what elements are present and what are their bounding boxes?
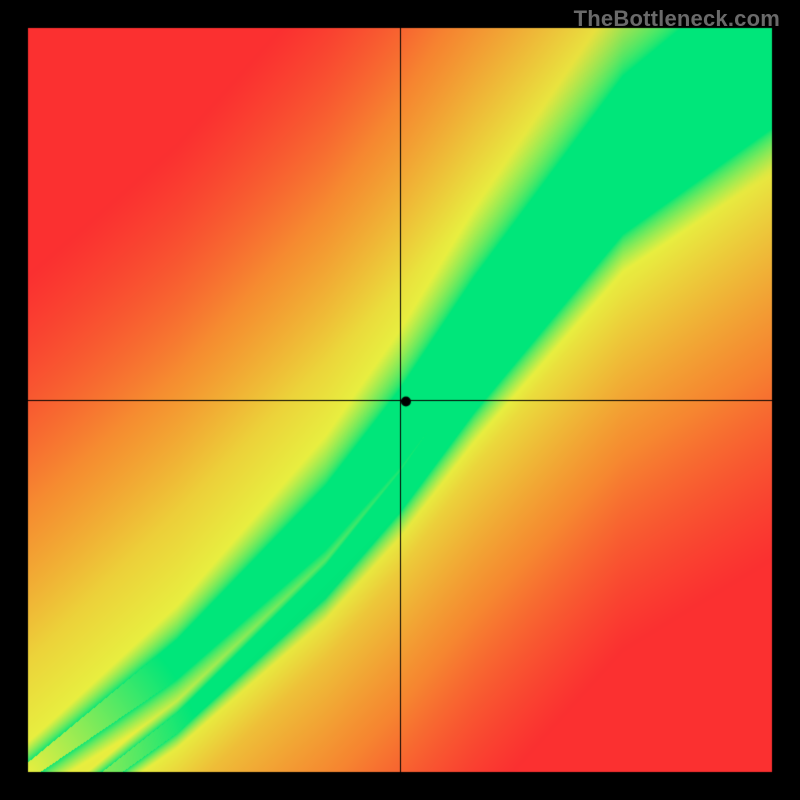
watermark-text: TheBottleneck.com [574,6,780,32]
bottleneck-heatmap [0,0,800,800]
